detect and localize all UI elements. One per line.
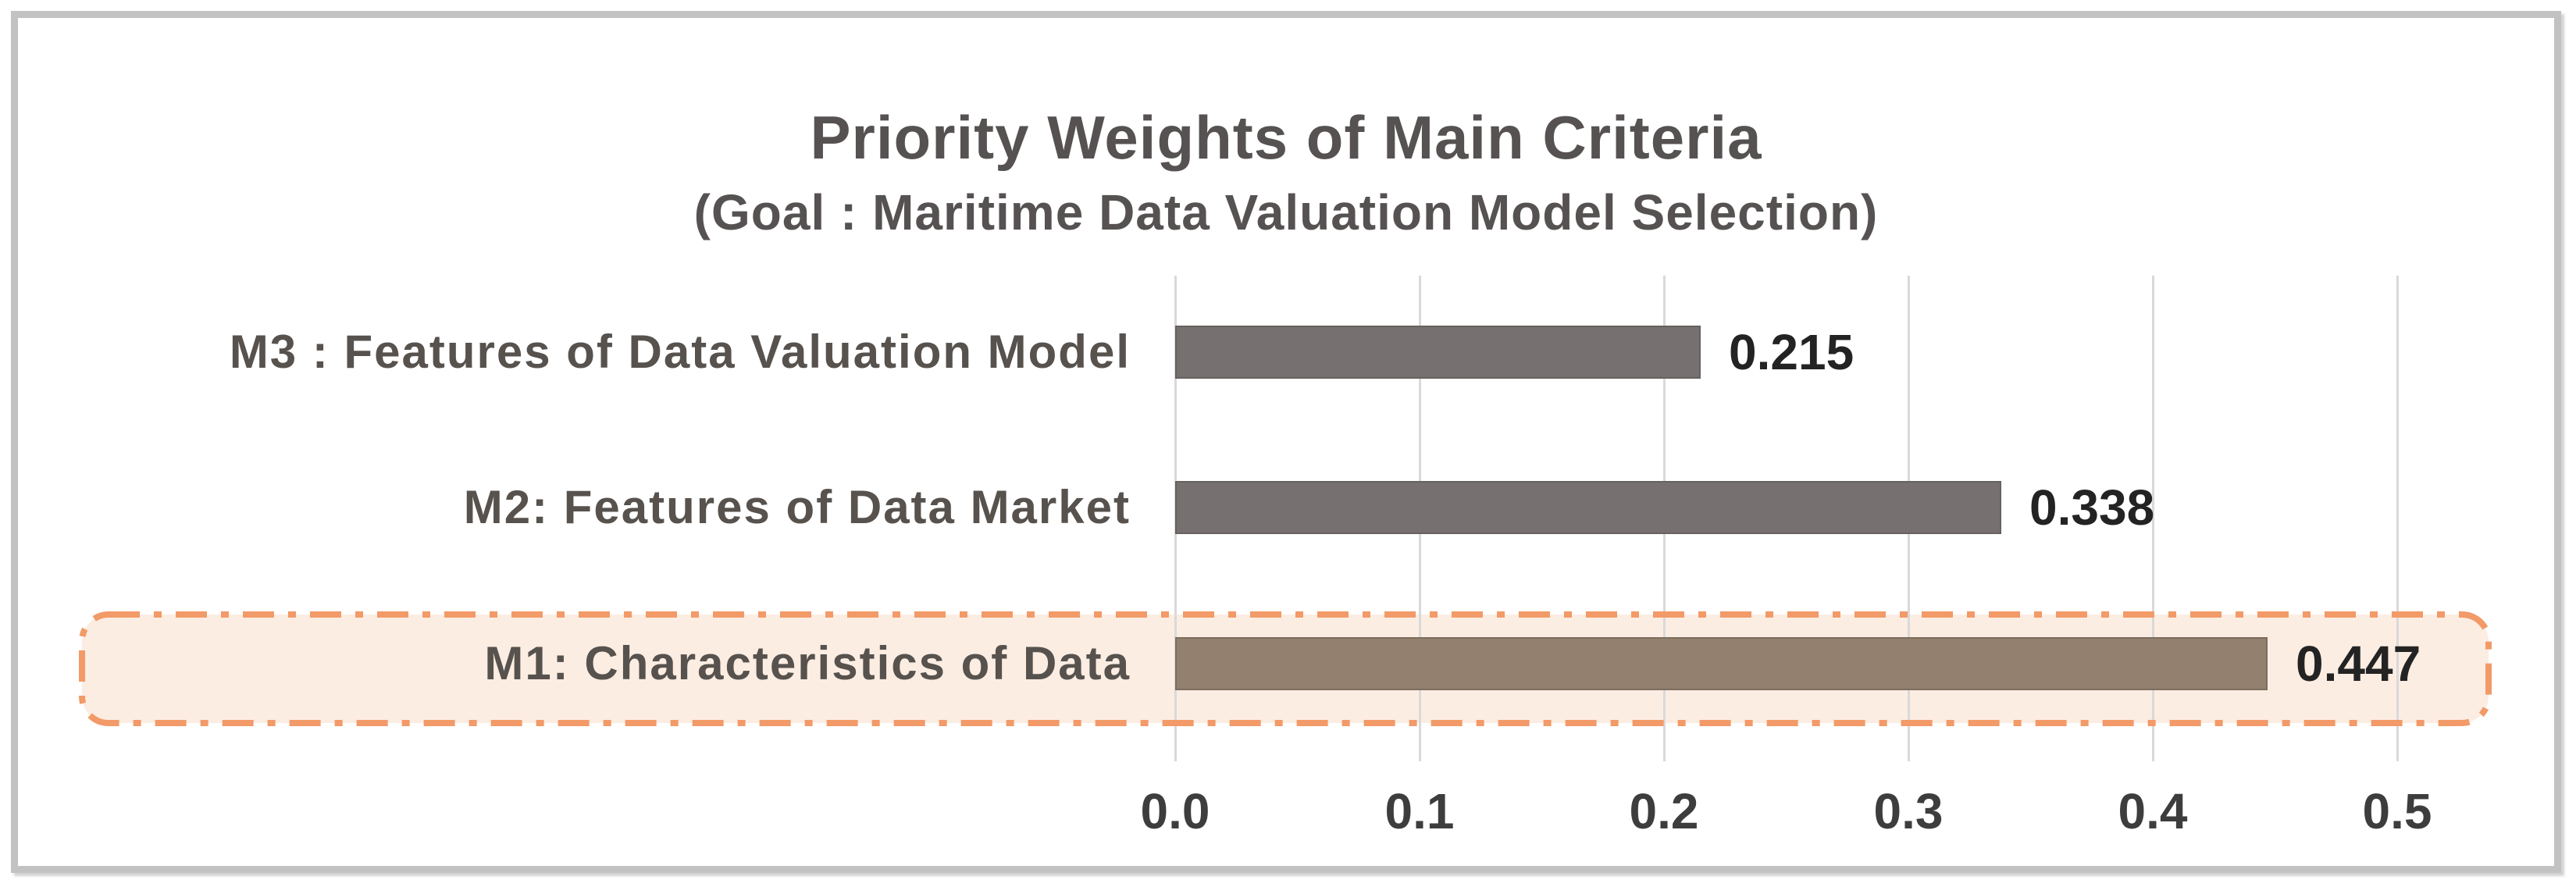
gridline bbox=[2396, 276, 2399, 761]
bar-label: M1: Characteristics of Data bbox=[484, 637, 1131, 689]
x-tick-label: 0.0 bbox=[1140, 783, 1210, 839]
x-tick-label: 0.2 bbox=[1629, 783, 1699, 839]
bar bbox=[1175, 637, 2268, 690]
x-tick-label: 0.5 bbox=[2362, 783, 2432, 839]
figure-frame: Priority Weights of Main Criteria (Goal … bbox=[11, 11, 2561, 873]
chart-title: Priority Weights of Main Criteria bbox=[810, 103, 1762, 172]
gridline bbox=[2152, 276, 2154, 761]
chart-subtitle: (Goal : Maritime Data Valuation Model Se… bbox=[693, 184, 1879, 240]
bar-label: M2: Features of Data Market bbox=[463, 481, 1131, 533]
x-tick-label: 0.1 bbox=[1384, 783, 1455, 839]
x-tick-label: 0.4 bbox=[2118, 783, 2188, 839]
bar-value: 0.338 bbox=[2029, 479, 2155, 536]
x-tick-label: 0.3 bbox=[1873, 783, 1944, 839]
bar bbox=[1175, 326, 1701, 379]
bar bbox=[1175, 481, 2001, 534]
bar-value: 0.215 bbox=[1729, 324, 1855, 380]
bar-label: M3 : Features of Data Valuation Model bbox=[229, 326, 1131, 378]
bar-value: 0.447 bbox=[2296, 636, 2421, 692]
